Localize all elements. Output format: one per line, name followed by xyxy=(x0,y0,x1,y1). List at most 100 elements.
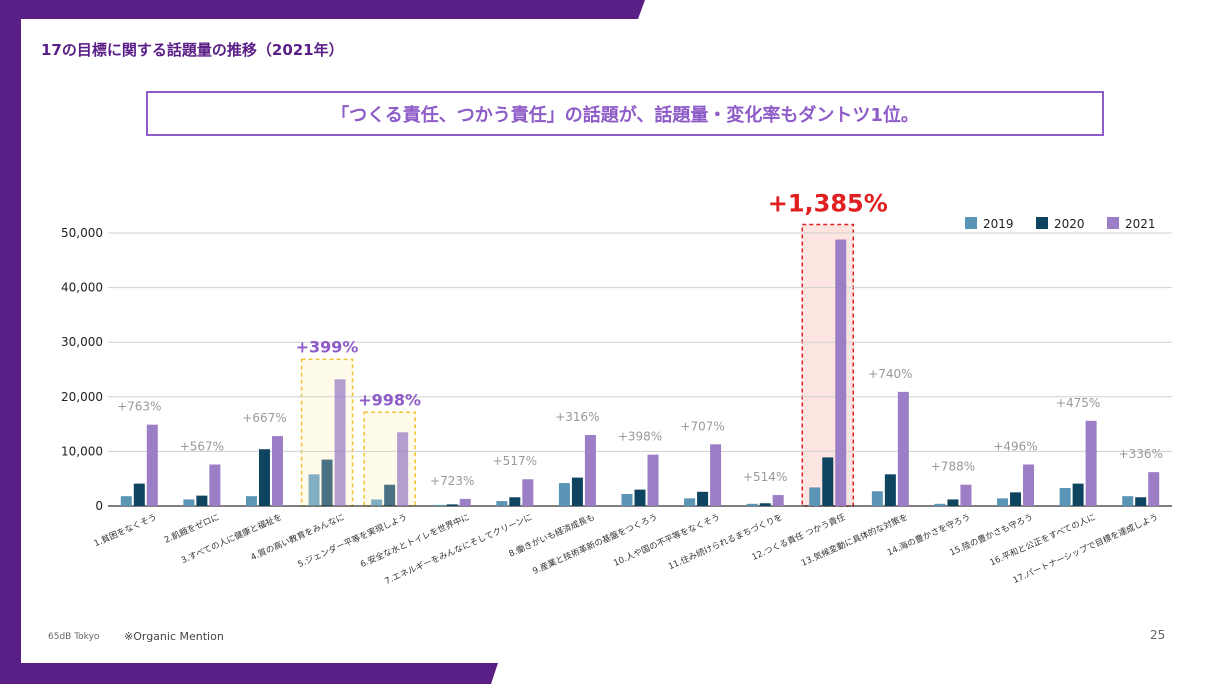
bar-2019-11 xyxy=(746,503,758,506)
bar-2019-4 xyxy=(308,474,320,506)
change-label-13: +740% xyxy=(868,367,912,381)
legend-swatch-2019 xyxy=(965,217,977,229)
change-label-5: +998% xyxy=(358,390,421,409)
footer-note: ※Organic Mention xyxy=(124,630,224,643)
bar-2021-11 xyxy=(772,495,784,506)
grid-lines xyxy=(108,232,1172,507)
x-tick-label: 11.住み続けられるまちづくりを xyxy=(667,512,785,572)
change-label-3: +667% xyxy=(242,411,286,425)
bar-2021-7 xyxy=(522,479,534,506)
bar-2020-5 xyxy=(384,484,396,506)
bar-2021-14 xyxy=(960,484,972,506)
page-title: 17の目標に関する話題量の推移（2021年） xyxy=(41,41,344,59)
bar-2020-17 xyxy=(1135,497,1147,506)
bar-2020-11 xyxy=(759,503,771,506)
legend-label-2019: 2019 xyxy=(983,217,1014,231)
bar-2019-2 xyxy=(183,499,195,506)
headline-box: 「つくる責任、つかう責任」の話題が、話題量・変化率もダントツ1位。 xyxy=(146,91,1104,136)
bar-2021-17 xyxy=(1148,472,1160,506)
bar-2019-12 xyxy=(809,487,821,506)
change-label-14: +788% xyxy=(931,460,975,474)
bar-2021-3 xyxy=(271,436,283,506)
change-label-6: +723% xyxy=(430,474,474,488)
x-tick-label: 5.ジェンダー平等を実現しよう xyxy=(296,512,409,570)
frame-left-bar xyxy=(0,0,21,684)
legend-label-2020: 2020 xyxy=(1054,217,1085,231)
bar-2019-8 xyxy=(558,483,570,506)
bar-2020-2 xyxy=(196,495,208,506)
bar-2021-1 xyxy=(146,424,158,506)
change-label-9: +398% xyxy=(618,430,662,444)
bar-2021-13 xyxy=(897,391,909,506)
bar-2019-3 xyxy=(245,496,257,506)
bars xyxy=(120,239,1160,506)
bar-2019-14 xyxy=(934,503,946,506)
bar-2020-4 xyxy=(321,459,333,506)
legend-swatch-2021 xyxy=(1107,217,1119,229)
x-tick-label: 13.気候変動に具体的な対策を xyxy=(800,512,910,569)
bar-2020-7 xyxy=(509,497,521,506)
bar-2020-6 xyxy=(446,504,458,506)
frame-bottom-corner xyxy=(0,663,30,684)
y-tick-label: 40,000 xyxy=(61,281,103,295)
bar-2021-8 xyxy=(584,435,596,506)
bar-2021-4 xyxy=(334,379,346,506)
change-label-17: +336% xyxy=(1119,447,1163,461)
bar-2020-3 xyxy=(258,449,270,506)
bar-2019-16 xyxy=(1059,487,1071,506)
change-label-12: +1,385% xyxy=(768,190,888,218)
bar-2019-7 xyxy=(496,501,508,506)
footer-organization: 65dB Tokyo xyxy=(48,632,100,642)
highlight-boxes xyxy=(300,223,855,507)
labels: 0 10,000 20,000 30,000 40,000 50,000 +763% +567… xyxy=(61,190,1163,587)
legend-swatch-2020 xyxy=(1036,217,1048,229)
bar-2020-10 xyxy=(697,491,709,506)
y-tick-label: 50,000 xyxy=(61,226,103,240)
bar-2021-16 xyxy=(1085,420,1097,506)
y-tick-label: 10,000 xyxy=(61,444,103,458)
change-label-10: +707% xyxy=(680,419,724,433)
page-number: 25 xyxy=(1150,628,1166,642)
x-tick-label: 1.貧困をなくそう xyxy=(92,512,158,550)
change-label-11: +514% xyxy=(743,470,787,484)
bar-2021-12 xyxy=(835,239,847,506)
bar-2019-6 xyxy=(433,504,445,506)
x-tick-label: 10.人や国の不平等をなくそう xyxy=(612,512,722,569)
x-tick-label: 16.平和と公正をすべての人に xyxy=(989,513,1098,569)
bar-2019-5 xyxy=(371,499,383,506)
bar-2020-13 xyxy=(884,474,896,506)
change-label-4: +399% xyxy=(296,337,359,356)
bar-2020-12 xyxy=(822,457,834,506)
x-tick-label: 3.すべての人に健康と福祉を xyxy=(179,512,283,566)
bar-2019-10 xyxy=(684,498,696,506)
bar-2019-9 xyxy=(621,493,633,506)
x-tick-label: 6.安全な水とトイレを世界中に xyxy=(359,512,472,570)
change-label-1: +763% xyxy=(117,400,161,414)
bar-2019-17 xyxy=(1122,496,1134,506)
headline-text: 「つくる責任、つかう責任」の話題が、話題量・変化率もダントツ1位。 xyxy=(331,104,919,126)
change-label-16: +475% xyxy=(1056,396,1100,410)
change-label-2: +567% xyxy=(180,440,224,454)
bar-2020-16 xyxy=(1072,483,1084,506)
bar-2019-13 xyxy=(871,491,883,506)
bar-2019-15 xyxy=(997,498,1009,506)
y-tick-label: 30,000 xyxy=(61,335,103,349)
bar-2021-2 xyxy=(209,464,221,506)
bar-2021-5 xyxy=(397,432,409,506)
frame-bottom-bar xyxy=(0,663,498,684)
bar-2021-6 xyxy=(459,498,471,506)
change-label-8: +316% xyxy=(555,410,599,424)
bar-2021-15 xyxy=(1023,464,1035,506)
y-tick-label: 0 xyxy=(95,499,103,513)
bar-2020-14 xyxy=(947,499,959,506)
bar-2021-9 xyxy=(647,454,659,506)
bar-2020-9 xyxy=(634,489,646,506)
change-label-7: +517% xyxy=(493,454,537,468)
frame-top-bar xyxy=(0,0,645,19)
y-tick-label: 20,000 xyxy=(61,390,103,404)
bar-2020-1 xyxy=(133,483,145,506)
bar-2019-1 xyxy=(120,496,132,506)
x-tick-label: 2.飢餓をゼロに xyxy=(163,512,221,546)
bar-2021-10 xyxy=(710,444,722,506)
